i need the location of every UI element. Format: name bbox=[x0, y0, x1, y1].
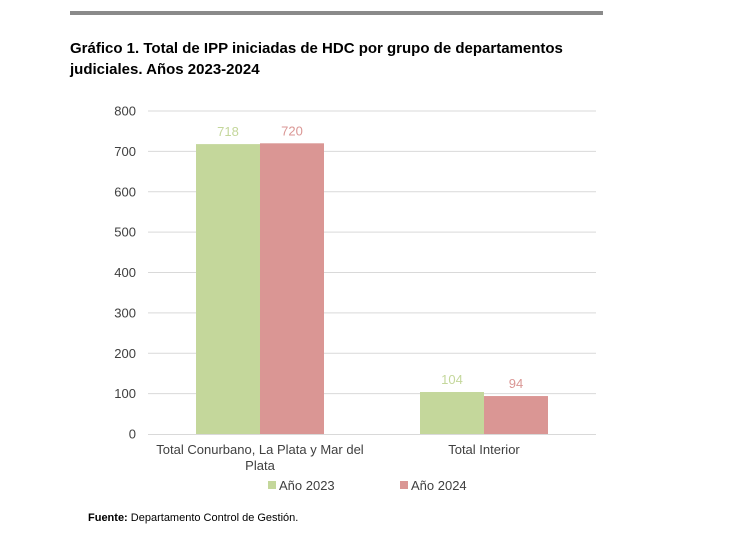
data-label: 94 bbox=[509, 376, 523, 391]
data-label: 718 bbox=[217, 124, 239, 139]
x-tick-label: Total Interior bbox=[448, 442, 520, 457]
bar bbox=[484, 396, 548, 434]
y-tick-label: 600 bbox=[114, 184, 136, 199]
y-tick-label: 500 bbox=[114, 225, 136, 240]
bar bbox=[196, 144, 260, 435]
y-tick-label: 0 bbox=[129, 427, 136, 442]
bar bbox=[420, 392, 484, 434]
source-text: Departamento Control de Gestión. bbox=[130, 512, 299, 524]
chart-title-line-2: judiciales. Años 2023-2024 bbox=[70, 61, 260, 78]
legend-swatch bbox=[400, 481, 408, 489]
legend-swatch bbox=[268, 481, 276, 489]
y-tick-label: 400 bbox=[114, 265, 136, 280]
top-rule bbox=[70, 11, 603, 15]
y-tick-label: 100 bbox=[114, 386, 136, 401]
legend-label: Año 2023 bbox=[279, 478, 335, 493]
y-tick-label: 200 bbox=[114, 346, 136, 361]
x-tick-label: Plata bbox=[245, 458, 275, 473]
source-note: Fuente: Departamento Control de Gestión. bbox=[88, 512, 298, 524]
chart-title-line-1: Gráfico 1. Total de IPP iniciadas de HDC… bbox=[70, 40, 563, 57]
chart-title: Gráfico 1. Total de IPP iniciadas de HDC… bbox=[70, 38, 630, 80]
data-label: 104 bbox=[441, 372, 463, 387]
source-label: Fuente: bbox=[88, 512, 128, 524]
y-tick-label: 700 bbox=[114, 144, 136, 159]
y-tick-label: 800 bbox=[114, 104, 136, 119]
legend-label: Año 2024 bbox=[411, 478, 467, 493]
y-tick-label: 300 bbox=[114, 305, 136, 320]
bar bbox=[260, 143, 324, 435]
data-label: 720 bbox=[281, 123, 303, 138]
x-tick-label: Total Conurbano, La Plata y Mar del bbox=[156, 442, 364, 457]
